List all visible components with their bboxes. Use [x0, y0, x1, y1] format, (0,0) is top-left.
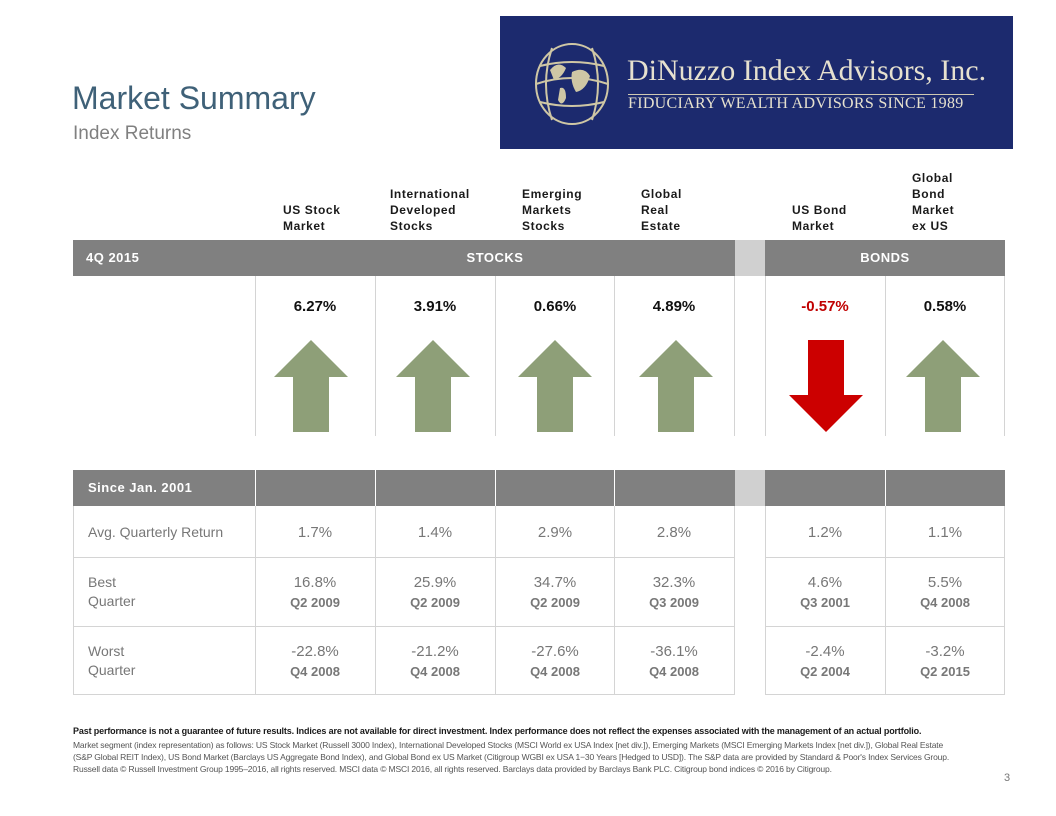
globe-emblem-icon — [535, 43, 609, 125]
page-number: 3 — [1004, 772, 1011, 784]
return-emerging-markets: 0.66% — [533, 298, 577, 315]
cell-divider — [255, 506, 256, 695]
row-label-worst-quarter: Worst Quarter — [88, 643, 136, 678]
worst-quarter-emerging-markets: -27.6% Q4 2008 — [530, 643, 580, 679]
avg-return-us-bond: 1.2% — [807, 524, 843, 541]
page-subtitle: Index Returns — [73, 123, 192, 144]
footnote-text: Market segment (index representation) as… — [73, 740, 950, 774]
bar-divider — [885, 470, 886, 506]
row-label-best-quarter: Best Quarter — [88, 574, 136, 609]
cell-divider — [1004, 506, 1005, 695]
column-header-global-real-estate: Global Real Estate — [641, 187, 682, 233]
column-header-us-stock: US Stock Market — [283, 203, 341, 233]
arrow-up-icon — [518, 340, 592, 432]
column-header-us-bond: US Bond Market — [792, 203, 847, 233]
row-divider — [765, 626, 1005, 627]
page-title: Market Summary — [72, 80, 316, 116]
row-label-avg-quarterly-return: Avg. Quarterly Return — [88, 524, 224, 540]
row-divider — [73, 626, 735, 627]
arrow-up-icon — [906, 340, 980, 432]
cell-divider — [885, 506, 886, 695]
best-quarter-emerging-markets: 34.7% Q2 2009 — [530, 574, 580, 610]
cell-divider — [885, 276, 886, 436]
cell-divider — [734, 276, 735, 436]
cell-divider — [765, 276, 766, 436]
arrow-up-icon — [274, 340, 348, 432]
bar-divider — [255, 470, 256, 506]
best-quarter-global-real-estate: 32.3% Q3 2009 — [649, 574, 699, 610]
best-quarter-us-stock: 16.8% Q2 2009 — [290, 574, 340, 610]
logo-divider — [628, 94, 974, 95]
column-header-intl-developed: International Developed Stocks — [390, 187, 470, 233]
logo-company-name: DiNuzzo Index Advisors, Inc. — [627, 54, 987, 87]
stocks-label: STOCKS — [466, 250, 524, 265]
worst-quarter-global-bond-ex-us: -3.2% Q2 2015 — [920, 643, 970, 679]
cell-divider — [614, 506, 615, 695]
best-quarter-global-bond-ex-us: 5.5% Q4 2008 — [920, 574, 970, 610]
bar-divider — [375, 470, 376, 506]
cell-divider — [375, 276, 376, 436]
since-header-bar — [73, 470, 735, 506]
since-period-label: Since Jan. 2001 — [88, 480, 193, 495]
header-separator — [735, 240, 765, 276]
bonds-label: BONDS — [860, 250, 910, 265]
avg-return-intl-developed: 1.4% — [417, 524, 453, 541]
quarter-header-bar — [73, 240, 735, 276]
quarter-period-label: 4Q 2015 — [86, 250, 140, 265]
cell-divider — [495, 506, 496, 695]
arrow-down-icon — [789, 340, 863, 432]
avg-return-emerging-markets: 2.9% — [537, 524, 573, 541]
cell-divider — [734, 506, 735, 695]
bar-divider — [495, 470, 496, 506]
row-divider — [765, 694, 1005, 695]
return-global-real-estate: 4.89% — [652, 298, 696, 315]
cell-divider — [614, 276, 615, 436]
best-quarter-intl-developed: 25.9% Q2 2009 — [410, 574, 460, 610]
row-divider — [73, 694, 735, 695]
arrow-up-icon — [396, 340, 470, 432]
return-global-bond-ex-us: 0.58% — [923, 298, 967, 315]
cell-divider — [495, 276, 496, 436]
column-header-global-bond-ex-us: Global Bond Market ex US — [912, 171, 955, 233]
return-us-bond: -0.57% — [801, 298, 849, 315]
cell-divider — [1004, 276, 1005, 436]
row-divider — [73, 557, 735, 558]
return-intl-developed: 3.91% — [413, 298, 457, 315]
worst-quarter-us-stock: -22.8% Q4 2008 — [290, 643, 340, 679]
cell-divider — [375, 506, 376, 695]
cell-divider — [765, 506, 766, 695]
return-us-stock: 6.27% — [293, 298, 337, 315]
worst-quarter-global-real-estate: -36.1% Q4 2008 — [649, 643, 699, 679]
avg-return-global-bond-ex-us: 1.1% — [927, 524, 963, 541]
worst-quarter-intl-developed: -21.2% Q4 2008 — [410, 643, 460, 679]
cell-divider — [73, 506, 74, 695]
bonds-header-bar — [765, 240, 1005, 276]
avg-return-us-stock: 1.7% — [297, 524, 333, 541]
avg-return-global-real-estate: 2.8% — [656, 524, 692, 541]
arrow-up-icon — [639, 340, 713, 432]
column-header-emerging-markets: Emerging Markets Stocks — [522, 187, 583, 233]
bar-divider — [614, 470, 615, 506]
cell-divider — [255, 276, 256, 436]
logo-tagline: FIDUCIARY WEALTH ADVISORS SINCE 1989 — [628, 95, 964, 112]
header-separator — [735, 470, 765, 506]
disclaimer-text: Past performance is not a guarantee of f… — [73, 726, 922, 736]
best-quarter-us-bond: 4.6% Q3 2001 — [800, 574, 850, 610]
row-divider — [765, 557, 1005, 558]
worst-quarter-us-bond: -2.4% Q2 2004 — [800, 643, 850, 679]
company-logo: DiNuzzo Index Advisors, Inc. FIDUCIARY W… — [500, 16, 1013, 149]
